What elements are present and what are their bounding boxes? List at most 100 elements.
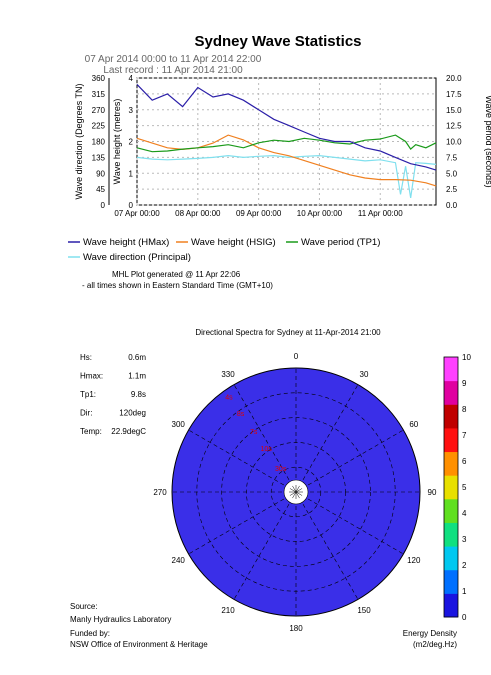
polar-spoke — [233, 503, 290, 600]
last-record-label: Last record : 11 Apr 2014 21:00 — [103, 65, 243, 76]
stat-value: 120deg — [119, 409, 146, 418]
direction-tick-label: 45 — [96, 185, 105, 194]
colorbar-segment — [444, 380, 458, 405]
stat-value: 0.6m — [128, 353, 146, 362]
colorbar-tick-label: 0 — [462, 613, 467, 622]
stat-value: 22.9degC — [111, 427, 146, 436]
colorbar-segment — [444, 569, 458, 594]
centre-tick — [295, 488, 303, 493]
angle-label: 120 — [407, 556, 421, 565]
period-tick-label: 20.0 — [446, 74, 462, 83]
polar-spoke — [233, 384, 290, 481]
period-ring-label: 10s — [260, 446, 272, 453]
wave-stats-table: Hs: 0.6m Hmax: 1.1m Tp1: 9.8s Dir: 120deg Temp: 2… — [80, 353, 146, 436]
period-axis-label: Wave period (seconds) — [484, 95, 491, 187]
funded-label: Funded by: — [70, 629, 110, 638]
timezone-note: - all times shown in Eastern Standard Ti… — [82, 281, 273, 290]
colorbar-tick-label: 8 — [462, 405, 467, 414]
polar-spoke — [302, 503, 359, 600]
direction-tick-label: 135 — [92, 153, 106, 162]
x-tick-label: 08 Apr 00:00 — [175, 209, 221, 218]
colorbar-segment — [444, 404, 458, 429]
source-value: Manly Hydraulics Laboratory — [70, 615, 171, 624]
angle-label: 180 — [289, 624, 303, 633]
colorbar-segment — [444, 427, 458, 453]
colorbar-frame — [443, 356, 459, 618]
spectra-title: Directional Spectra for Sydney at 11-Apr… — [195, 328, 381, 337]
period-tick-label: 12.5 — [446, 122, 462, 131]
direction-tick-label: 360 — [92, 74, 106, 83]
angle-label: 210 — [221, 606, 235, 615]
period-ring-label: 7s — [250, 429, 258, 436]
direction-tick-label: 225 — [92, 122, 106, 131]
stat-label: Temp: — [80, 427, 102, 436]
period-tick-label: 10.0 — [446, 138, 462, 147]
colorbar-tick-label: 4 — [462, 509, 467, 518]
height-tick-label: 0 — [129, 201, 134, 210]
stat-label: Dir: — [80, 409, 92, 418]
stat-value: 1.1m — [128, 372, 146, 381]
colorbar-tick-label: 5 — [462, 483, 467, 492]
colorbar-tick-label: 6 — [462, 457, 467, 466]
x-tick-label: 11 Apr 00:00 — [358, 209, 403, 218]
centre-tick — [292, 485, 297, 493]
colorbar-tick-label: 7 — [462, 431, 467, 440]
period-tick-label: 15.0 — [446, 106, 462, 115]
height-tick-label: 1 — [129, 169, 134, 178]
stat-label: Tp1: — [80, 390, 96, 399]
energy-colorbar: 0 1 2 3 4 5 6 7 8 9 10 — [443, 353, 471, 622]
period-tick-label: 17.5 — [446, 90, 462, 99]
height-tick-label: 3 — [129, 106, 134, 115]
polar-spoke — [302, 384, 359, 481]
height-tick-label: 2 — [129, 138, 134, 147]
chart-subtitle: 07 Apr 2014 00:00 to 11 Apr 2014 22:00 — [85, 54, 262, 65]
stat-label: Hs: — [80, 353, 92, 362]
angle-label: 150 — [357, 606, 371, 615]
colorbar-segment — [444, 522, 458, 547]
colorbar-tick-label: 1 — [462, 587, 467, 596]
angle-label: 30 — [360, 370, 369, 379]
direction-tick-label: 180 — [92, 138, 106, 147]
direction-tick-label: 0 — [101, 201, 106, 210]
funded-value: NSW Office of Environment & Heritage — [70, 640, 208, 649]
series-line — [136, 154, 437, 198]
centre-tick — [292, 491, 297, 499]
colorbar-label: Energy Density — [403, 629, 457, 638]
polar-plot: 0 30 60 90 120 150 180 210 240 270 300 330 4s 8s 7s 10s… — [153, 352, 437, 633]
period-tick-label: 0.0 — [446, 201, 458, 210]
height-axis-label: Wave height (metres) — [112, 99, 122, 185]
plot-generated-note: MHL Plot generated @ 11 Apr 22:06 — [112, 270, 241, 279]
colorbar-tick-label: 9 — [462, 379, 467, 388]
x-tick-label: 10 Apr 00:00 — [297, 209, 343, 218]
polar-spoke — [307, 498, 404, 555]
colorbar-tick-label: 10 — [462, 353, 471, 362]
period-ring-label: 8s — [237, 411, 245, 418]
period-tick-label: 2.5 — [446, 185, 458, 194]
height-tick-label: 4 — [129, 74, 134, 83]
colorbar-units: (m2/deg.Hz) — [413, 640, 457, 649]
plot-axes: 07 Apr 00:00 08 Apr 00:00 09 Apr 00:00 10 A… — [74, 74, 491, 218]
direction-tick-label: 270 — [92, 106, 106, 115]
source-label: Source: — [70, 602, 98, 611]
colorbar-segment — [444, 546, 458, 571]
direction-tick-label: 90 — [96, 169, 105, 178]
stat-value: 9.8s — [131, 390, 146, 399]
angle-label: 270 — [153, 488, 167, 497]
angle-label: 60 — [409, 420, 418, 429]
angle-label: 300 — [172, 420, 186, 429]
legend-entry: Wave height (HMax) — [83, 237, 169, 248]
colorbar-tick-label: 3 — [462, 535, 467, 544]
x-tick-label: 09 Apr 00:00 — [236, 209, 282, 218]
legend-entry: Wave period (TP1) — [301, 237, 380, 248]
centre-tick — [295, 485, 300, 493]
angle-label: 240 — [172, 556, 186, 565]
legend-entry: Wave direction (Principal) — [83, 252, 191, 263]
period-tick-label: 5.0 — [446, 169, 458, 178]
polar-spoke — [188, 429, 285, 486]
series-line — [136, 83, 437, 171]
colorbar-segment — [444, 593, 458, 618]
colorbar-tick-label: 2 — [462, 561, 467, 570]
polar-ring — [221, 417, 371, 567]
plot-series — [136, 83, 437, 198]
